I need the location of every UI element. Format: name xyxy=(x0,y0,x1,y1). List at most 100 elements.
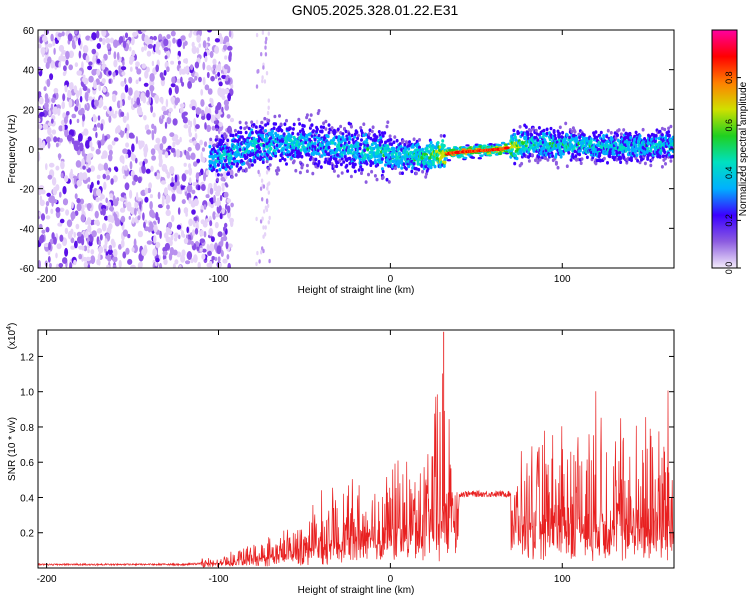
spectrogram-noise-blob xyxy=(103,105,108,110)
spectrogram-signal-cell xyxy=(255,131,259,135)
spectrogram-signal-cell xyxy=(554,136,558,141)
snr-scale-exp: 4 xyxy=(6,326,13,330)
spectrogram-signal-cell xyxy=(616,133,619,137)
spectrogram-noise-blob xyxy=(200,99,205,107)
spectrogram-noise-blob xyxy=(134,207,137,216)
spectrogram-noise-blob xyxy=(52,106,58,115)
spectrogram-signal-cell xyxy=(606,161,609,165)
spectrogram-noise-blob xyxy=(120,239,125,248)
spectrogram-noise-blob xyxy=(264,225,267,230)
spectrogram-signal-cell xyxy=(463,156,468,160)
spectrogram-noise-blob xyxy=(229,169,234,177)
spectrogram-noise-blob xyxy=(131,217,135,224)
spectrogram-signal-cell xyxy=(272,126,276,130)
spectrogram-signal-cell xyxy=(470,156,476,159)
spectrogram-signal-cell xyxy=(402,162,406,167)
spectrogram-noise-blob xyxy=(75,160,82,168)
spectrogram-noise-blob xyxy=(180,76,183,84)
spectrogram-noise-blob xyxy=(267,98,270,103)
spectrogram-noise-blob xyxy=(126,130,129,140)
spectrogram-signal-cell xyxy=(438,148,442,152)
spectrogram-signal-cell xyxy=(292,122,296,127)
spectrogram-signal-cell xyxy=(239,126,243,130)
spectrogram-signal-cell xyxy=(643,137,647,141)
spectrogram-noise-blob xyxy=(166,34,171,40)
spectrogram-signal-cell xyxy=(279,134,283,139)
spectrogram-noise-blob xyxy=(40,47,46,55)
spectrogram-signal-cell xyxy=(488,143,493,146)
spectrogram-noise-blob xyxy=(207,88,213,95)
spectrogram-noise-blob xyxy=(178,234,181,240)
spectrogram-signal-cell xyxy=(631,151,635,156)
spectrogram-noise-blob xyxy=(84,104,88,111)
spectrogram-noise-blob xyxy=(133,238,137,248)
spectrogram-signal-cell xyxy=(663,150,667,154)
spectrogram-signal-cell xyxy=(233,128,237,133)
spectrogram-signal-cell xyxy=(347,145,351,149)
spectrogram-noise-blob xyxy=(203,231,207,238)
spectrogram-signal-cell xyxy=(220,142,223,146)
spectrogram-noise-blob xyxy=(168,107,173,113)
spectrogram-signal-cell xyxy=(595,135,599,140)
spectrogram-noise-blob xyxy=(105,197,108,204)
spectrogram-noise-blob xyxy=(142,95,147,104)
spectrogram-noise-blob xyxy=(71,113,77,119)
spectrogram-signal-cell xyxy=(237,134,240,139)
spectrogram-signal-cell xyxy=(633,134,637,139)
spectrogram-signal-cell xyxy=(349,124,353,129)
spectrogram-noise-blob xyxy=(157,191,161,200)
spectrogram-noise-blob xyxy=(201,253,206,260)
spectrogram-noise-blob xyxy=(101,222,107,232)
spectrogram-noise-blob xyxy=(110,215,115,224)
spectrogram-signal-cell xyxy=(373,141,377,146)
spectrogram-noise-blob xyxy=(96,228,103,234)
colorbar-tick-label: 0.6 xyxy=(724,119,734,132)
spectrogram-noise-blob xyxy=(168,112,171,118)
spectrogram-signal-cell xyxy=(352,140,356,145)
spectrogram-noise-blob xyxy=(62,198,69,206)
spectrogram-signal-cell xyxy=(551,154,555,158)
spectrogram-noise-blob xyxy=(221,184,225,192)
spectrogram-noise-blob xyxy=(104,215,109,221)
spectrogram-signal-cell xyxy=(311,144,315,149)
spectrogram-noise-blob xyxy=(57,222,62,227)
spectrogram-signal-cell xyxy=(271,129,274,134)
spectrogram-signal-cell xyxy=(312,129,315,133)
spectrogram-signal-cell xyxy=(418,138,421,142)
spectrogram-noise-blob xyxy=(106,264,110,268)
spectrogram-noise-blob xyxy=(66,134,73,142)
spectrogram-noise-blob xyxy=(82,172,88,181)
spectrogram-signal-cell xyxy=(372,151,376,155)
spectrogram-noise-blob xyxy=(97,115,101,121)
spectrogram-signal-cell xyxy=(511,137,515,141)
spectrogram-noise-blob xyxy=(50,59,55,69)
spectrogram-signal-cell xyxy=(308,118,312,122)
spectrogram-signal-cell xyxy=(215,169,219,173)
spectrogram-noise-blob xyxy=(177,60,181,65)
spectrogram-noise-blob xyxy=(102,57,105,66)
spectrogram-noise-blob xyxy=(165,168,169,175)
spectrogram-signal-cell xyxy=(241,168,245,173)
spectrogram-noise-blob xyxy=(263,209,266,214)
spectrogram-noise-blob xyxy=(146,129,152,135)
spectrogram-noise-blob xyxy=(144,187,149,195)
spectrogram-noise-blob xyxy=(257,69,260,74)
spectrogram-noise-blob xyxy=(97,140,102,149)
spectrogram-noise-blob xyxy=(164,151,169,159)
spectrogram-noise-blob xyxy=(212,64,216,69)
spectrogram-noise-blob xyxy=(38,139,43,148)
spectrogram-signal-cell xyxy=(333,130,337,134)
spectrogram-noise-blob xyxy=(150,165,154,172)
spectrogram-signal-cell xyxy=(561,130,565,135)
spectrogram-signal-cell xyxy=(497,144,503,147)
snr-ylabel: SNR (10 * v/v) xyxy=(7,417,18,481)
spectrogram-noise-blob xyxy=(97,253,101,262)
spectrogram-noise-blob xyxy=(125,153,129,159)
spectrogram-noise-blob xyxy=(188,131,192,138)
spectrogram-signal-cell xyxy=(230,156,234,160)
spectrogram-signal-cell xyxy=(552,130,556,134)
spectrogram-noise-blob xyxy=(207,186,210,196)
spectrogram-noise-blob xyxy=(154,172,157,177)
spectrogram-noise-blob xyxy=(102,133,105,143)
spectrogram-noise-blob xyxy=(79,95,83,103)
